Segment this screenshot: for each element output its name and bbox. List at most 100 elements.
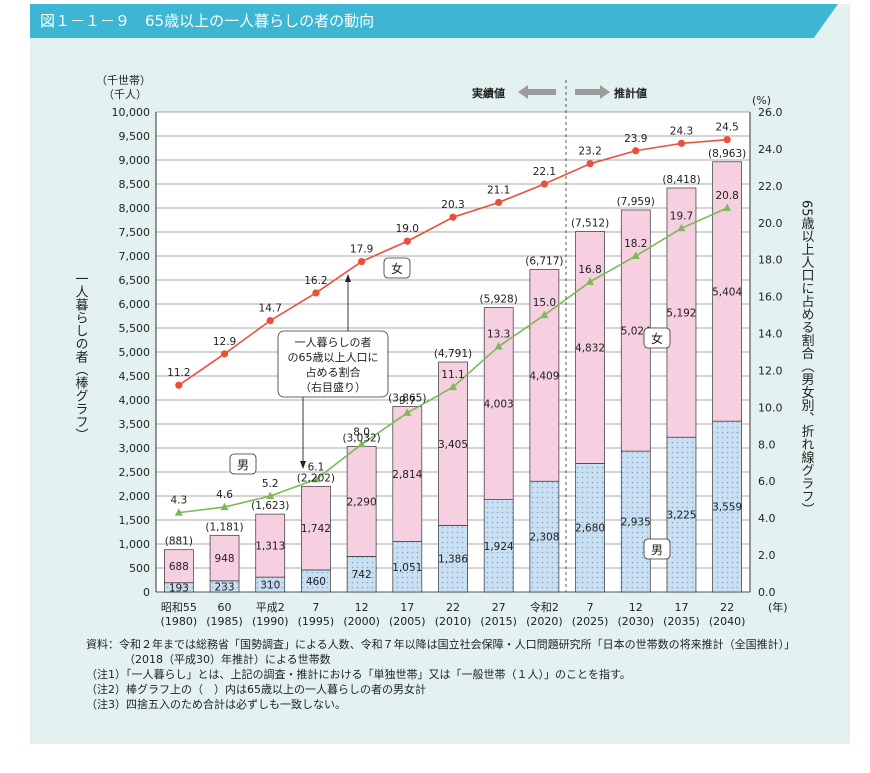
right-axis-unit: (%) (752, 94, 771, 107)
right-tick-label: 18.0 (758, 254, 783, 267)
labels: 0 500 1,000 1,500 2,000 2,500 3,000 3,500 4,000 4… (112, 106, 783, 628)
bar-male-label: 3,225 (666, 510, 696, 522)
svg-text:女: 女 (391, 261, 403, 276)
bar-female-label: 4,003 (484, 399, 514, 411)
x-tick-year: (2025) (572, 615, 609, 628)
right-tick-label: 20.0 (758, 217, 783, 230)
bar-male (575, 463, 605, 593)
tag-female-bar: 女 (643, 327, 671, 349)
line-point-male (723, 203, 732, 211)
line-label-female: 16.2 (304, 275, 327, 287)
x-tick-year: (1995) (298, 615, 335, 628)
svg-text:男: 男 (237, 458, 249, 472)
right-tick-label: 2.0 (758, 549, 776, 562)
line-point-male (266, 491, 275, 499)
bar-female (712, 161, 743, 422)
x-tick-year: (1980) (161, 615, 198, 628)
right-tick-label: 8.0 (758, 438, 776, 451)
line-label-female: 23.9 (624, 133, 647, 145)
bar-female-label: 5,192 (666, 308, 696, 320)
line-point-female (403, 237, 411, 245)
bar-female (346, 446, 377, 557)
right-tick-label: 14.0 (758, 328, 783, 341)
bar-total-label: (4,791) (434, 348, 472, 360)
line-point-female (540, 180, 548, 188)
line-point-male (677, 223, 686, 232)
bar-total-label: (3,865) (388, 392, 426, 404)
bar-male-label: 310 (260, 580, 280, 592)
bar-total-label: (1,623) (251, 500, 289, 512)
x-tick-year: (2000) (343, 615, 380, 628)
svg-text:女: 女 (651, 331, 663, 346)
right-tick-label: 10.0 (758, 401, 783, 414)
line-point-male (403, 408, 412, 416)
bar-female-label: 3,405 (438, 439, 468, 451)
line-label-male: 8.0 (353, 426, 370, 438)
svg-text:男: 男 (651, 543, 663, 557)
line-point-female (677, 139, 686, 147)
bar-total-label: (5,928) (480, 294, 518, 306)
tag-male-line: 男 (229, 453, 257, 475)
bar-male-label: 1,924 (484, 541, 514, 553)
bar-male (666, 436, 697, 593)
line-label-male: 5.2 (262, 478, 279, 490)
projected-arrow-icon (575, 85, 610, 99)
line-label-female: 24.3 (670, 125, 693, 137)
left-tick-label: 8,500 (119, 178, 151, 191)
annotation-arrows (300, 274, 351, 469)
line-label-female: 19.0 (396, 223, 419, 235)
tag-male-bar: 男 (643, 538, 671, 560)
notes: 資料：令和２年までは総務省「国勢調査」による人数、令和７年以降は国立社会保障・人… (86, 637, 795, 712)
bar-female (392, 406, 423, 542)
x-tick-year: (2020) (526, 615, 563, 628)
note-3: （注3）四捨五入のため合計は必ずしも一致しない。 (86, 698, 346, 711)
bar-female-label: 1,742 (301, 523, 331, 535)
x-tick-year: (2030) (617, 615, 654, 628)
bar-male-label: 2,680 (575, 523, 605, 535)
right-tick-label: 12.0 (758, 364, 783, 377)
x-tick-era: 17 (674, 601, 688, 614)
bar-female-label: 4,409 (529, 370, 559, 382)
line-point-female (266, 317, 274, 325)
line-label-male: 4.6 (216, 489, 233, 501)
bar-total-label: (6,717) (525, 256, 563, 268)
x-tick-year: (2010) (435, 615, 472, 628)
line-label-male: 13.3 (487, 328, 510, 340)
x-tick-year: (2035) (663, 615, 700, 628)
bar-male-label: 193 (169, 582, 189, 594)
left-tick-label: 4,000 (119, 394, 151, 407)
bar-female-label: 2,290 (347, 496, 377, 508)
x-tick-era: 令和2 (530, 600, 559, 614)
line-point-female (632, 147, 640, 155)
line-label-female: 21.1 (487, 184, 510, 196)
bar-male (712, 420, 743, 593)
bar-male (620, 450, 651, 593)
line-point-male (631, 251, 640, 259)
line-label-male: 9.7 (399, 395, 416, 407)
bar-female (301, 485, 331, 571)
line-label-female: 24.5 (715, 122, 738, 134)
x-tick-era: 7 (587, 601, 594, 614)
left-tick-label: 7,500 (119, 226, 151, 239)
left-tick-label: 500 (129, 562, 150, 575)
left-tick-label: 0 (143, 586, 150, 599)
line-point-female (495, 198, 503, 207)
actual-value-label: 実績値 (472, 86, 505, 100)
left-axis-unit2: （千人） (103, 88, 147, 101)
line-point-female (312, 289, 320, 297)
line-point-male (586, 277, 595, 285)
bar-total-label: (2,202) (297, 472, 335, 484)
right-tick-label: 0.0 (758, 586, 776, 599)
left-tick-label: 5,000 (119, 346, 151, 359)
x-tick-year: (2005) (389, 615, 426, 628)
annotation-line-3: 占める割合 (306, 365, 361, 379)
line-label-female: 17.9 (350, 244, 373, 256)
bar-male (529, 480, 560, 593)
bar-total-label: (3,032) (342, 432, 380, 444)
left-tick-label: 6,500 (119, 274, 151, 287)
bar-male-label: 2,935 (621, 517, 651, 529)
x-tick-era: 60 (218, 601, 232, 614)
line-label-male: 4.3 (170, 495, 187, 507)
x-tick-era: 12 (355, 601, 369, 614)
